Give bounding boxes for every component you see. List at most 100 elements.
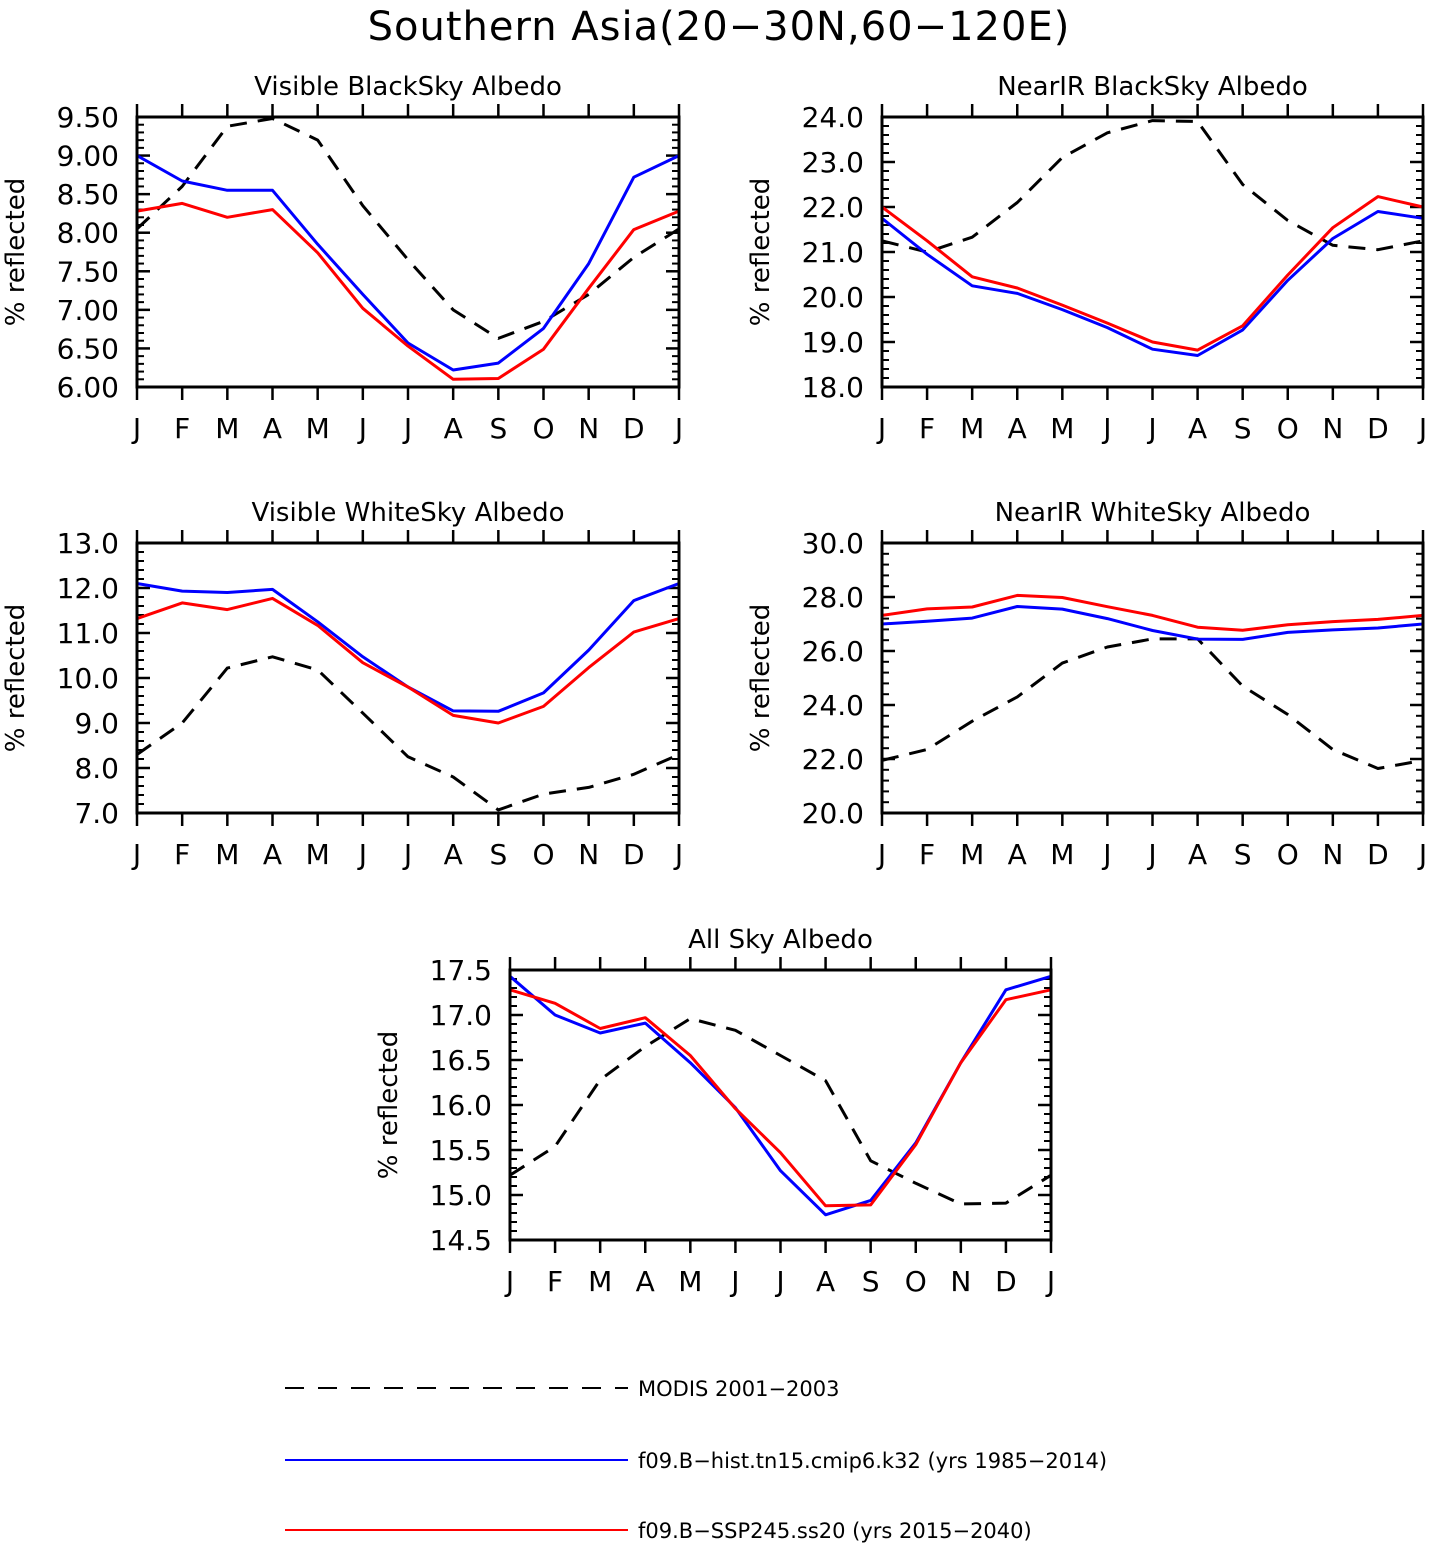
y-tick-label: 13.0 xyxy=(57,527,119,560)
legend-label: f09.B−SSP245.ss20 (yrs 2015−2040) xyxy=(638,1519,1032,1543)
y-tick-label: 8.50 xyxy=(57,178,119,211)
x-tick-label: A xyxy=(263,838,282,871)
series-line-ssp xyxy=(509,988,1052,1208)
legend-label: MODIS 2001−2003 xyxy=(638,1377,840,1401)
x-tick-label: O xyxy=(532,412,554,445)
legend: MODIS 2001−2003 f09.B−hist.tn15.cmip6.k32… xyxy=(285,1377,1107,1543)
panel-title: NearIR BlackSky Albedo xyxy=(997,72,1308,102)
x-tick-label: O xyxy=(1277,838,1299,871)
x-tick-label: J xyxy=(131,838,141,871)
x-tick-label: F xyxy=(547,1265,563,1298)
y-tick-label: 17.5 xyxy=(430,954,492,987)
plot-frame xyxy=(880,115,1425,389)
x-tick-label: D xyxy=(623,838,645,871)
series-line-ssp xyxy=(881,593,1424,632)
x-tick-label: A xyxy=(1188,412,1207,445)
x-tick-label: J xyxy=(504,1265,514,1298)
x-tick-label: J xyxy=(673,412,683,445)
chart-panel: NearIR BlackSky Albedo % reflected 18.0 19.… xyxy=(746,72,1427,445)
chart-panel: Visible WhiteSky Albedo % reflected 7.0 8.0… xyxy=(1,498,683,871)
x-tick-label: N xyxy=(950,1265,971,1298)
x-tick-label: N xyxy=(578,412,599,445)
x-tick-label: F xyxy=(174,412,190,445)
x-tick-label: M xyxy=(215,838,239,871)
x-tick-label: M xyxy=(960,412,984,445)
x-tick-label: A xyxy=(1188,838,1207,871)
x-tick-label: D xyxy=(995,1265,1017,1298)
x-tick-label: O xyxy=(1277,412,1299,445)
legend-item-modis: MODIS 2001−2003 xyxy=(285,1377,840,1401)
plot-frame xyxy=(508,968,1053,1242)
x-tick-label: J xyxy=(357,412,367,445)
y-tick-label: 9.0 xyxy=(74,707,119,740)
series-line-hist xyxy=(881,210,1424,357)
chart-panel: NearIR WhiteSky Albedo % reflected 20.0 22.… xyxy=(746,498,1427,871)
y-tick-label: 9.50 xyxy=(57,101,119,134)
y-tick-label: 14.5 xyxy=(430,1224,492,1257)
chart-panel: All Sky Albedo % reflected 14.5 15.0 15.5 16.… xyxy=(374,925,1055,1298)
legend-item-hist: f09.B−hist.tn15.cmip6.k32 (yrs 1985−2014… xyxy=(285,1449,1107,1473)
x-tick-label: M xyxy=(960,838,984,871)
y-tick-label: 7.50 xyxy=(57,255,119,288)
series-line-hist xyxy=(136,154,680,372)
y-tick-label: 26.0 xyxy=(802,635,864,668)
series-line-hist xyxy=(136,582,680,713)
x-tick-label: M xyxy=(306,838,330,871)
x-tick-label: A xyxy=(816,1265,835,1298)
y-tick-label: 23.0 xyxy=(802,146,864,179)
x-tick-label: O xyxy=(532,838,554,871)
y-tick-label: 20.0 xyxy=(802,797,864,830)
x-tick-label: J xyxy=(1101,412,1111,445)
x-tick-label: D xyxy=(1367,412,1389,445)
x-tick-label: J xyxy=(1045,1265,1055,1298)
y-tick-label: 30.0 xyxy=(802,527,864,560)
x-tick-label: J xyxy=(1146,838,1156,871)
figure-title: Southern Asia(20−30N,60−120E) xyxy=(368,4,1071,50)
x-tick-label: S xyxy=(489,838,507,871)
plot-frame xyxy=(135,541,681,815)
x-tick-label: A xyxy=(263,412,282,445)
x-tick-label: J xyxy=(729,1265,739,1298)
panel-title: NearIR WhiteSky Albedo xyxy=(995,498,1311,528)
y-axis-label: % reflected xyxy=(374,1031,404,1179)
series-line-modis xyxy=(136,655,680,812)
y-tick-label: 10.0 xyxy=(57,662,119,695)
x-tick-label: J xyxy=(1101,838,1111,871)
y-tick-label: 7.0 xyxy=(74,797,119,830)
chart-panel: Visible BlackSky Albedo % reflected 6.00 6.… xyxy=(1,72,683,445)
y-tick-label: 17.0 xyxy=(430,999,492,1032)
y-tick-label: 16.5 xyxy=(430,1044,492,1077)
y-tick-label: 11.0 xyxy=(57,617,119,650)
x-tick-label: M xyxy=(1050,838,1074,871)
x-tick-label: F xyxy=(919,838,935,871)
y-axis-label: % reflected xyxy=(746,604,776,752)
y-tick-label: 6.00 xyxy=(57,371,119,404)
x-tick-label: F xyxy=(919,412,935,445)
plot-frame xyxy=(135,115,681,389)
x-tick-label: J xyxy=(876,412,886,445)
y-tick-label: 6.50 xyxy=(57,332,119,365)
x-tick-label: J xyxy=(402,838,412,871)
x-tick-label: J xyxy=(1417,412,1427,445)
x-tick-label: A xyxy=(444,838,463,871)
legend-label: f09.B−hist.tn15.cmip6.k32 (yrs 1985−2014… xyxy=(638,1449,1107,1473)
x-tick-label: O xyxy=(905,1265,927,1298)
x-tick-label: M xyxy=(306,412,330,445)
series-line-ssp xyxy=(881,195,1424,352)
x-tick-label: M xyxy=(1050,412,1074,445)
x-tick-label: N xyxy=(1322,412,1343,445)
x-tick-label: N xyxy=(1322,838,1343,871)
x-tick-label: J xyxy=(402,412,412,445)
legend-item-ssp: f09.B−SSP245.ss20 (yrs 2015−2040) xyxy=(285,1519,1032,1543)
x-tick-label: A xyxy=(444,412,463,445)
x-tick-label: A xyxy=(636,1265,655,1298)
series-line-hist xyxy=(881,605,1424,641)
panel-title: Visible BlackSky Albedo xyxy=(254,72,562,102)
y-tick-label: 15.0 xyxy=(430,1179,492,1212)
series-line-modis xyxy=(135,117,680,340)
x-tick-label: J xyxy=(1417,838,1427,871)
panel-title: All Sky Albedo xyxy=(688,925,873,955)
y-tick-label: 15.5 xyxy=(430,1134,492,1167)
y-tick-label: 16.0 xyxy=(430,1089,492,1122)
y-tick-label: 19.0 xyxy=(802,326,864,359)
